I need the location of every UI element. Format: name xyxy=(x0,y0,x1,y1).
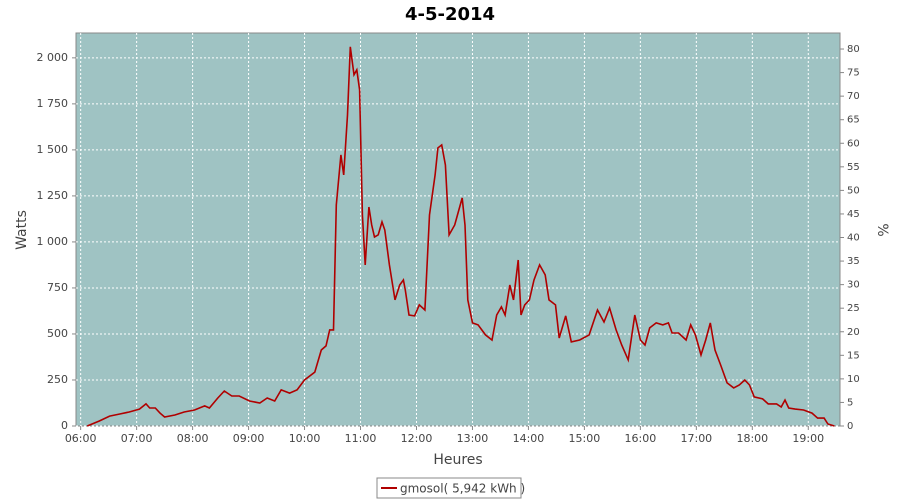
y-tick-label: 2 000 xyxy=(37,51,69,64)
x-tick-label: 07:00 xyxy=(121,432,153,445)
y-tick-label: 1 250 xyxy=(37,189,69,202)
y2-tick-label: 65 xyxy=(847,115,860,126)
y2-tick-label: 20 xyxy=(847,327,860,338)
legend-box xyxy=(376,477,522,499)
y2-tick-label: 25 xyxy=(847,303,860,314)
y2-tick-label: 30 xyxy=(847,280,860,291)
x-tick-label: 16:00 xyxy=(625,432,657,445)
y2-tick-label: 10 xyxy=(847,374,860,385)
x-tick-label: 06:00 xyxy=(65,432,97,445)
x-axis-label: Heures xyxy=(433,452,482,468)
plot-area xyxy=(75,32,841,427)
y2-tick-label: 50 xyxy=(847,185,860,196)
x-tick-label: 17:00 xyxy=(680,432,712,445)
x-tick-label: 08:00 xyxy=(177,432,209,445)
y-tick-label: 750 xyxy=(47,281,68,294)
x-tick-label: 14:00 xyxy=(513,432,545,445)
y2-tick-label: 40 xyxy=(847,233,860,244)
y-tick-label: 500 xyxy=(47,327,68,340)
y2-tick-label: 75 xyxy=(847,68,860,79)
x-tick-label: 10:00 xyxy=(289,432,321,445)
chart-title: 4-5-2014 xyxy=(405,4,495,25)
y-tick-label: 0 xyxy=(61,419,68,432)
y2-tick-label: 45 xyxy=(847,209,860,220)
x-tick-label: 19:00 xyxy=(792,432,824,445)
y-tick-label: 1 000 xyxy=(37,235,69,248)
y-tick-label: 1 750 xyxy=(37,97,69,110)
y2-tick-label: 5 xyxy=(847,397,853,408)
y2-tick-label: 70 xyxy=(847,91,860,102)
y2-axis-label: % xyxy=(874,223,890,236)
y2-tick-label: 60 xyxy=(847,138,860,149)
data-line xyxy=(86,46,835,427)
y-axis-label: Watts xyxy=(14,210,30,250)
y2-tick-label: 35 xyxy=(847,256,860,267)
y2-tick-label: 0 xyxy=(847,421,853,432)
y-tick-label: 250 xyxy=(47,373,68,386)
x-tick-label: 18:00 xyxy=(736,432,768,445)
y2-tick-label: 55 xyxy=(847,162,860,173)
y2-tick-label: 80 xyxy=(847,44,860,55)
x-tick-label: 09:00 xyxy=(233,432,265,445)
x-tick-label: 13:00 xyxy=(457,432,489,445)
y2-tick-label: 15 xyxy=(847,350,860,361)
legend-label: gmosol( 5,942 kWh ) xyxy=(400,482,525,496)
x-tick-label: 12:00 xyxy=(401,432,433,445)
x-tick-label: 15:00 xyxy=(569,432,601,445)
x-tick-label: 11:00 xyxy=(345,432,377,445)
y-tick-label: 1 500 xyxy=(37,143,69,156)
